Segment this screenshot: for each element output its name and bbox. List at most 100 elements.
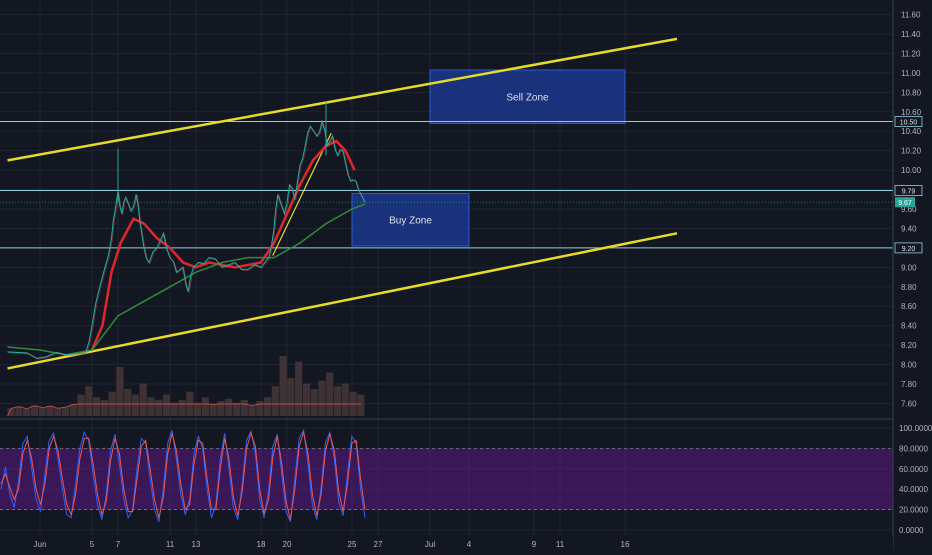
price-tick-label: 9.60: [901, 205, 917, 214]
price-tick-label: 10.40: [901, 127, 922, 136]
volume-bar: [333, 386, 342, 416]
volume-bar: [124, 389, 132, 416]
volume-bar: [69, 404, 77, 416]
price-tick-label: 8.60: [901, 302, 917, 311]
price-line-shadow: [8, 121, 367, 360]
oscillator-tick-label: 0.0000: [899, 526, 924, 535]
volume-bar: [271, 386, 279, 416]
sell-zone-label: Sell Zone: [506, 93, 549, 104]
level-price-box: [894, 242, 923, 254]
time-tick-label: 9: [532, 540, 537, 549]
volume-bar: [357, 394, 365, 416]
volume-bar: [100, 400, 108, 416]
price-tick-label: 11.20: [901, 49, 921, 58]
volume-bar: [248, 405, 256, 416]
time-tick-label: 11: [556, 540, 565, 549]
volume-bar: [178, 400, 186, 416]
time-tick-label: Jul: [425, 540, 435, 549]
volume-bar: [240, 400, 248, 416]
volume-bar: [116, 367, 124, 416]
volume-bar: [85, 386, 93, 416]
volume-bar: [38, 407, 46, 416]
price-tick-label: 8.20: [901, 341, 917, 350]
volume-bar: [131, 394, 140, 416]
time-tick-label: 5: [90, 540, 95, 549]
volume-bar: [318, 380, 326, 416]
oscillator-tick-label: 60.0000: [899, 465, 928, 474]
level-price-label: 10.50: [900, 120, 918, 127]
buy-zone-box: [351, 192, 470, 247]
volume-bar: [170, 402, 178, 416]
lower-trendline: [7, 232, 678, 370]
volume-bar: [341, 383, 349, 416]
time-tick-label: 16: [621, 540, 630, 549]
price-tick-label: 11.40: [901, 30, 921, 39]
rally-trendline: [272, 132, 332, 256]
oscillator-tick-label: 40.0000: [899, 485, 928, 494]
volume-bar: [232, 402, 241, 416]
volume-bar: [15, 406, 23, 416]
price-tick-label: 10.60: [901, 108, 922, 117]
volume-bar: [61, 407, 70, 416]
oscillator-tick-label: 80.0000: [899, 444, 928, 453]
time-tick-label: 18: [257, 540, 266, 549]
volume-bar: [263, 397, 272, 416]
volume-bar: [256, 401, 264, 416]
price-tick-label: 8.80: [901, 283, 917, 292]
price-tick-label: 8.40: [901, 322, 917, 331]
volume-bar: [279, 356, 287, 416]
volume-bar: [155, 400, 163, 416]
volume-bar: [46, 406, 54, 416]
time-tick-label: 11: [166, 540, 175, 549]
price-tick-label: 10.80: [901, 88, 922, 97]
price-tick-label: 11.60: [901, 11, 921, 20]
price-tick-label: 7.60: [901, 399, 917, 408]
oscillator-tick-label: 20.0000: [899, 506, 928, 515]
price-tick-label: 7.80: [901, 380, 917, 389]
volume-bar: [302, 383, 310, 416]
price-tick-label: 9.00: [901, 263, 917, 272]
upper-trendline: [7, 37, 678, 162]
oscillator-d-line: [0, 431, 366, 520]
price-tick-label: 9.40: [901, 224, 917, 233]
level-price-label: 9.20: [902, 246, 916, 253]
volume-bar: [147, 397, 155, 416]
price-tick-label: 10.00: [901, 166, 922, 175]
price-tick-label: 8.00: [901, 361, 917, 370]
volume-bar: [30, 405, 38, 416]
time-tick-label: 4: [467, 540, 472, 549]
volume-bar: [225, 398, 233, 416]
time-tick-label: 25: [348, 540, 357, 549]
price-tick-label: 10.20: [901, 147, 922, 156]
volume-bar: [310, 389, 318, 416]
time-tick-label: 27: [374, 540, 383, 549]
volume-bar: [54, 408, 62, 416]
current-price-box: [895, 197, 915, 208]
volume-ma-line: [7, 403, 362, 417]
volume-bar: [139, 383, 147, 416]
level-price-box: [894, 116, 923, 127]
volume-bar: [194, 402, 202, 416]
volume-bar: [7, 408, 15, 416]
volume-bar: [287, 378, 295, 416]
level-price-label: 9.79: [902, 189, 916, 196]
oscillator-tick-label: 100.0000: [899, 424, 932, 433]
volume-bar: [92, 397, 101, 416]
volume-bar: [295, 361, 303, 416]
volume-bar: [209, 404, 217, 416]
current-price-label: 9.67: [898, 200, 912, 207]
volume-bar: [201, 397, 209, 416]
level-price-box: [894, 185, 923, 196]
price-tick-label: 11.00: [901, 69, 921, 78]
price-line: [7, 119, 366, 359]
volume-bar: [162, 394, 171, 416]
volume-bar: [77, 394, 85, 416]
volume-bar: [217, 401, 225, 416]
time-tick-label: 7: [116, 540, 121, 549]
time-axis-panel: [0, 536, 893, 550]
volume-bar: [326, 372, 334, 416]
price-axis-panel: [893, 0, 932, 550]
green-moving-average: [7, 203, 366, 356]
